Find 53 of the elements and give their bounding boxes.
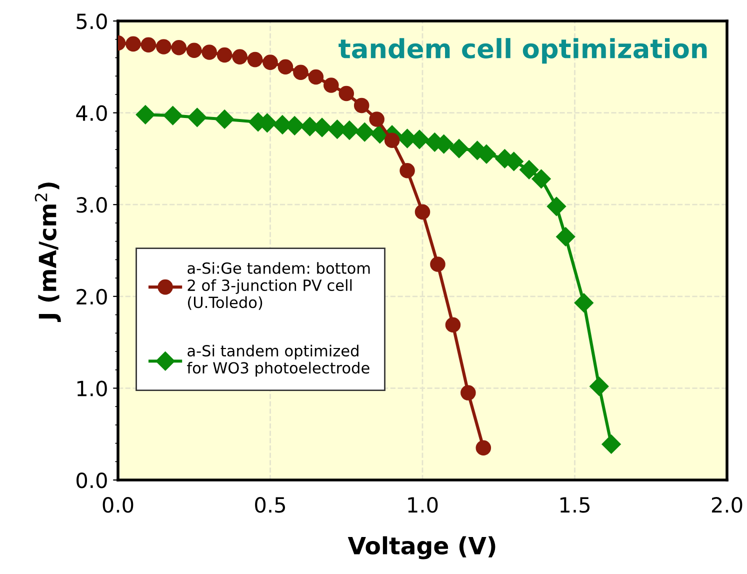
point: [188, 108, 207, 127]
point: [574, 293, 594, 312]
point: [338, 86, 354, 102]
point: [400, 162, 415, 178]
point: [476, 440, 492, 456]
text: tandem cell optimization: [338, 38, 707, 64]
point: [308, 69, 324, 85]
point: [136, 105, 155, 124]
point: [293, 64, 308, 80]
point: [163, 106, 182, 126]
point: [215, 110, 234, 129]
point: [247, 52, 263, 68]
point: [414, 204, 430, 220]
point: [369, 112, 384, 127]
point: [430, 256, 446, 272]
point: [232, 49, 248, 64]
point: [520, 160, 539, 180]
point: [384, 132, 400, 148]
point: [354, 98, 370, 114]
point: [278, 59, 294, 75]
point: [450, 139, 469, 158]
point: [186, 42, 202, 58]
y-tick-label: 0.0: [76, 472, 107, 488]
point: [460, 385, 476, 400]
point: [216, 47, 232, 63]
point: [355, 122, 374, 142]
y-tick-label: 4.0: [76, 105, 107, 122]
x-tick-label: 1.0: [408, 497, 438, 513]
point: [140, 37, 156, 53]
point: [445, 317, 461, 332]
point: [171, 40, 187, 56]
point: [156, 39, 172, 54]
x-tick-label: 1.5: [560, 497, 590, 513]
y-tick-label: 3.0: [76, 197, 107, 213]
legend-label: a-Si:Ge tandem: bottom 2 of 3-junction PV cell (U.Toledo): [188, 262, 370, 310]
y-tick-label: 2.0: [76, 288, 107, 305]
y-tick-label: 1.0: [77, 380, 107, 396]
x-tick-label: 2.0: [712, 497, 742, 513]
point: [590, 376, 609, 396]
x-tick-label: 0.0: [102, 497, 134, 513]
point: [532, 169, 551, 188]
point: [602, 434, 621, 454]
x-tick-label: 0.5: [255, 497, 285, 513]
point: [126, 36, 141, 52]
point: [556, 227, 576, 246]
point: [202, 44, 217, 60]
y-tick-label: 5.0: [76, 13, 107, 30]
x-axis-title: Voltage (V): [348, 536, 496, 560]
legend-label: a-Si tandem optimized for WO3 photoelectrode: [187, 344, 370, 377]
point: [324, 78, 339, 93]
point: [262, 54, 278, 70]
y-axis-title: J (mA/cm$^{2}$): [34, 182, 61, 322]
point: [546, 196, 566, 216]
